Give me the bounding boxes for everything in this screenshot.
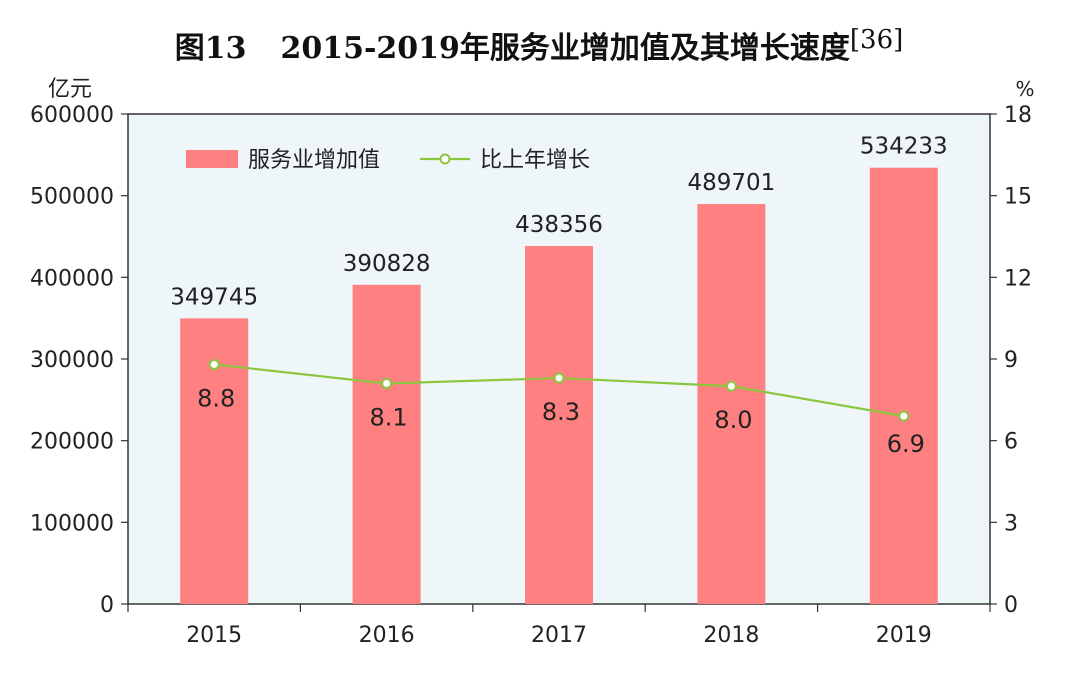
growth-point [898, 410, 910, 422]
x-tick-label: 2016 [359, 623, 415, 648]
growth-point [381, 378, 393, 389]
legend-line-label: 比上年增长 [480, 148, 590, 173]
legend-line-marker [439, 153, 451, 165]
bar-2019 [869, 167, 938, 604]
y-tick-left-label: 500000 [30, 185, 114, 210]
growth-value-label: 8.3 [542, 398, 580, 426]
y-tick-left-label: 300000 [30, 348, 114, 373]
growth-value-label: 6.9 [887, 430, 925, 458]
growth-value-label: 8.8 [197, 384, 235, 412]
y-tick-right-label: 12 [1004, 266, 1032, 291]
bar-value-label: 534233 [860, 134, 948, 160]
bar-2018 [697, 204, 766, 604]
y-tick-left-label: 200000 [30, 430, 114, 455]
y-axis-right-unit: % [1015, 77, 1034, 101]
bar-value-label: 489701 [687, 170, 775, 196]
growth-point [208, 358, 220, 370]
y-tick-right-label: 3 [1004, 511, 1018, 536]
y-tick-right-label: 15 [1004, 185, 1032, 210]
bar-2017 [525, 246, 593, 604]
y-tick-right-label: 0 [1004, 593, 1018, 618]
y-tick-left-label: 600000 [30, 103, 114, 128]
bar-value-label: 390828 [343, 251, 431, 277]
bar-value-label: 438356 [515, 212, 603, 238]
x-tick-label: 2015 [186, 623, 242, 648]
growth-point [725, 380, 737, 392]
y-tick-left-label: 0 [100, 593, 114, 618]
growth-point [553, 372, 565, 384]
x-tick-label: 2019 [876, 623, 932, 648]
x-tick-label: 2018 [703, 623, 759, 648]
title-text: 2015-2019年服务业增加值及其增长速度 [280, 31, 850, 66]
y-tick-left-label: 400000 [30, 266, 114, 291]
x-tick-label: 2017 [531, 623, 587, 648]
y-tick-right-label: 9 [1004, 348, 1018, 373]
growth-value-label: 8.1 [370, 404, 408, 432]
growth-value-label: 8.0 [714, 406, 752, 434]
y-tick-right-label: 18 [1004, 103, 1032, 128]
figure-number: 图13 [174, 31, 247, 66]
bar-2016 [352, 284, 421, 604]
title-reference: [36] [849, 25, 904, 55]
y-tick-right-label: 6 [1004, 430, 1018, 455]
legend-bar-label: 服务业增加值 [248, 148, 380, 173]
y-tick-left-label: 100000 [30, 511, 114, 536]
bar-value-label: 349745 [170, 284, 258, 310]
chart-title: 图13 2015-2019年服务业增加值及其增长速度[36] [0, 14, 1078, 66]
y-axis-left-unit: 亿元 [48, 77, 92, 102]
legend-bar-swatch [186, 150, 238, 168]
